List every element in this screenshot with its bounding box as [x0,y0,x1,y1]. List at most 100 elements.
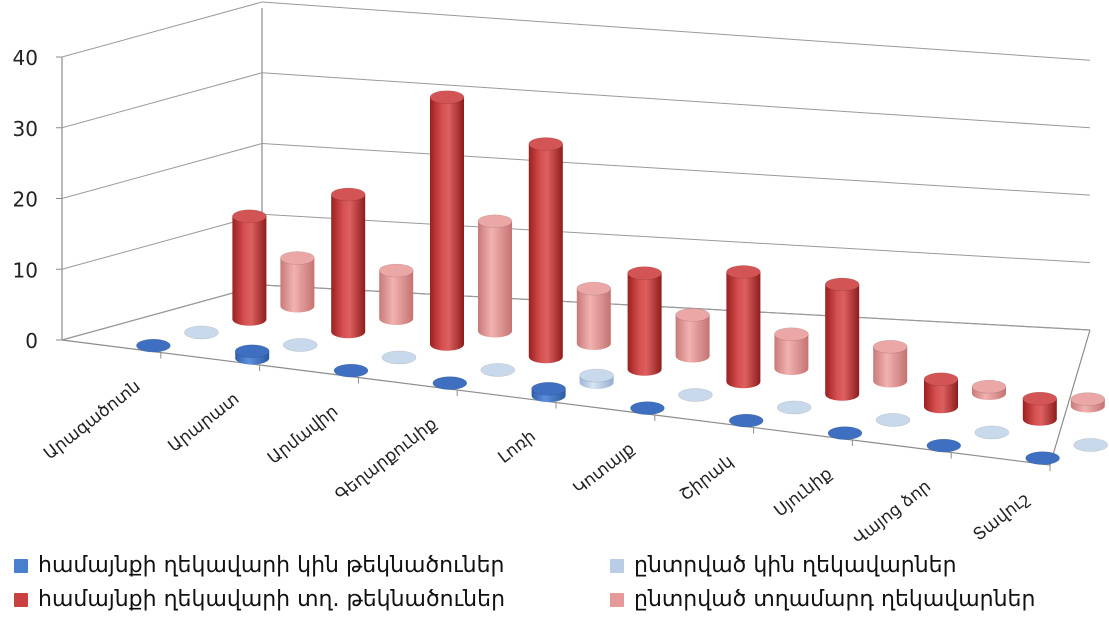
legend-item-female-candidates: համայնքի ղեկավարի կին թեկնածուներ [14,553,504,578]
x-tick-label: Շիրակ [676,451,737,505]
bar-elected-female [776,400,812,415]
bar-male-candidates [726,265,761,389]
bar-male-candidates-body [232,216,267,326]
bar-elected-female-top [776,400,812,415]
bar-female-candidates [1025,451,1060,465]
bar-elected-male-body [280,258,315,313]
gridline-side [61,143,263,199]
bar-elected-female [381,350,417,365]
bar-male-candidates-top [627,266,662,280]
bar-male-candidates-body [430,97,464,351]
bar-elected-male [378,263,414,326]
legend-label-elected-female: ընտրված կին ղեկավարներ [634,553,957,578]
bar-male-candidates-body [726,271,761,389]
bar-male-candidates-body [1022,398,1057,426]
bar-elected-male [477,214,513,338]
bar-male-candidates [528,137,564,364]
bar-male-candidates-body [627,273,662,376]
bar-female-candidates [432,376,468,390]
bar-male-candidates [330,187,366,339]
bar-female-candidates [531,381,566,403]
bar-male-candidates-body [331,194,366,339]
bar-female-candidates [333,363,369,378]
x-tick-label: Կոտայք [570,439,639,499]
bar-male-candidates-top [726,265,761,279]
bar-elected-male [280,251,315,313]
floor-right-edge [1049,329,1091,466]
bar-elected-female-top [579,368,614,383]
bar-elected-male-top [477,214,513,229]
bar-elected-male [774,327,809,376]
bar-elected-female [974,425,1010,440]
bar-male-candidates-top [923,372,959,387]
bar-elected-female-top [875,413,911,427]
bar-male-candidates-top [824,277,860,292]
bar-elected-male-top [675,308,710,322]
bar-elected-female [678,388,713,402]
x-tick-label: Արարատ [165,389,244,457]
bars [136,90,1108,465]
y-tick-label: 40 [13,46,38,70]
legend: համայնքի ղեկավարի կին թեկնածուներ ընտրվա… [0,545,1109,619]
bar-elected-male [872,339,908,388]
bar-elected-male-body [576,288,611,351]
y-axis-ticks: 0 10 20 30 40 [13,46,62,353]
x-tick-label: Սյունիք [771,464,837,521]
x-tick-label: Արագածոտն [40,376,144,464]
bar-female-candidates-top [432,376,468,390]
bar-elected-male [1070,392,1106,413]
bar-elected-male-body [774,334,809,376]
bar-male-candidates [232,209,267,326]
bar-elected-female-top [1073,438,1108,452]
y-tick-label: 30 [13,117,38,141]
bar-female-candidates-top [333,363,369,378]
x-tick-label: Վայոց ձոր [849,476,934,545]
bar-male-candidates [824,277,860,401]
bar-elected-female-top [282,338,318,352]
bar-male-candidates [923,372,959,414]
bar-male-candidates-top [330,187,366,202]
bar-female-candidates [630,401,665,415]
bar-elected-female-top [184,325,219,340]
bar-female-candidates [827,426,863,440]
bar-elected-male-body [478,221,512,338]
y-tick-label: 0 [25,329,38,353]
bar-elected-male [576,281,612,351]
legend-swatch-elected-male [610,592,624,607]
bar-elected-male-top [872,339,908,354]
bar-elected-female [480,363,516,377]
gridline-back [261,1,1091,61]
bar-male-candidates-body [924,379,958,414]
bar-elected-female [579,368,614,389]
bar-male-candidates-body [825,284,860,401]
bar-elected-male-top [280,251,315,265]
gridline-side [61,284,263,341]
bar-elected-male-body [675,314,710,363]
bar-male-candidates-top [232,209,267,224]
bar-male-candidates-top [528,137,564,151]
x-tick-label: Լոռի [495,426,540,467]
bar-elected-female [1073,438,1108,452]
bar-female-candidates [926,438,962,453]
bar-female-candidates [728,413,764,428]
bar-elected-male-top [1070,392,1106,406]
bar-elected-male-top [378,263,414,278]
bar-elected-male-body [379,270,414,326]
legend-label-female-candidates: համայնքի ղեկավարի կին թեկնածուներ [38,553,505,578]
bar-female-candidates-top [531,381,566,396]
gridline-back [261,72,1091,129]
bar-elected-male-body [873,346,908,388]
bar-elected-female-top [678,388,713,402]
bar-male-candidates [1022,391,1058,426]
gridline-side [61,213,263,270]
bar-elected-male-top [774,327,809,342]
legend-swatch-male-candidates [14,592,28,607]
bar-female-candidates-top [630,401,665,415]
bar-elected-female-top [974,425,1010,440]
bar-elected-male-top [971,379,1007,394]
bar-elected-male-top [576,281,612,296]
legend-item-elected-male: ընտրված տղամարդ ղեկավարներ [610,587,1035,612]
bar-elected-female-top [480,363,516,377]
bar-male-candidates [627,266,662,376]
